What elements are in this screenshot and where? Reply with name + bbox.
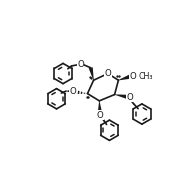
Text: O: O: [96, 111, 103, 120]
Polygon shape: [89, 67, 94, 80]
Text: O: O: [70, 87, 76, 96]
Polygon shape: [115, 94, 127, 99]
Text: O: O: [129, 72, 136, 81]
Text: O: O: [127, 93, 134, 102]
Polygon shape: [98, 101, 102, 112]
Text: O: O: [104, 69, 111, 78]
Text: CH₃: CH₃: [139, 71, 153, 81]
Polygon shape: [118, 75, 130, 80]
Text: O: O: [77, 60, 84, 69]
